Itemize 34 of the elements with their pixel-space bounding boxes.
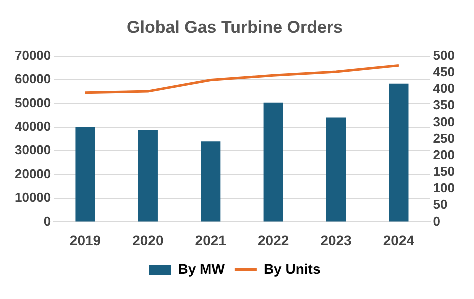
chart-title: Global Gas Turbine Orders <box>126 18 344 37</box>
x-tick-label: 2019 <box>70 232 102 248</box>
y-tick-label: 40000 <box>14 119 52 134</box>
y2-tick-label: 400 <box>433 81 456 96</box>
legend-label: By Units <box>264 260 321 277</box>
y2-tick-label: 250 <box>433 130 456 146</box>
y2-tick-label: 100 <box>433 180 456 196</box>
bar <box>326 118 346 222</box>
y-tick-label: 60000 <box>14 72 52 87</box>
y-tick-label: 20000 <box>14 166 52 182</box>
y-tick-label: 0 <box>44 214 52 229</box>
y2-tick-label: 350 <box>433 98 456 113</box>
y2-tick-label: 50 <box>433 197 448 212</box>
y2-tick-label: 300 <box>433 114 456 130</box>
bar <box>138 130 158 222</box>
y-tick-label: 50000 <box>14 95 52 110</box>
y2-tick-label: 450 <box>433 64 456 80</box>
legend-label: By MW <box>178 260 226 277</box>
y2-tick-label: 150 <box>433 164 456 180</box>
x-tick-label: 2021 <box>195 232 227 248</box>
x-tick-label: 2022 <box>258 232 290 248</box>
x-tick-label: 2020 <box>132 232 164 248</box>
bar <box>389 84 409 222</box>
x-tick-label: 2023 <box>320 232 352 248</box>
y-tick-label: 70000 <box>14 48 52 63</box>
y2-tick-label: 200 <box>433 147 456 162</box>
y2-tick-label: 500 <box>433 48 456 63</box>
bar <box>201 142 221 222</box>
y2-tick-label: 0 <box>433 214 441 229</box>
y-tick-label: 10000 <box>14 190 52 206</box>
bar <box>76 127 96 222</box>
y-tick-label: 30000 <box>14 142 52 158</box>
x-tick-label: 2024 <box>383 232 415 248</box>
bar <box>264 102 284 222</box>
